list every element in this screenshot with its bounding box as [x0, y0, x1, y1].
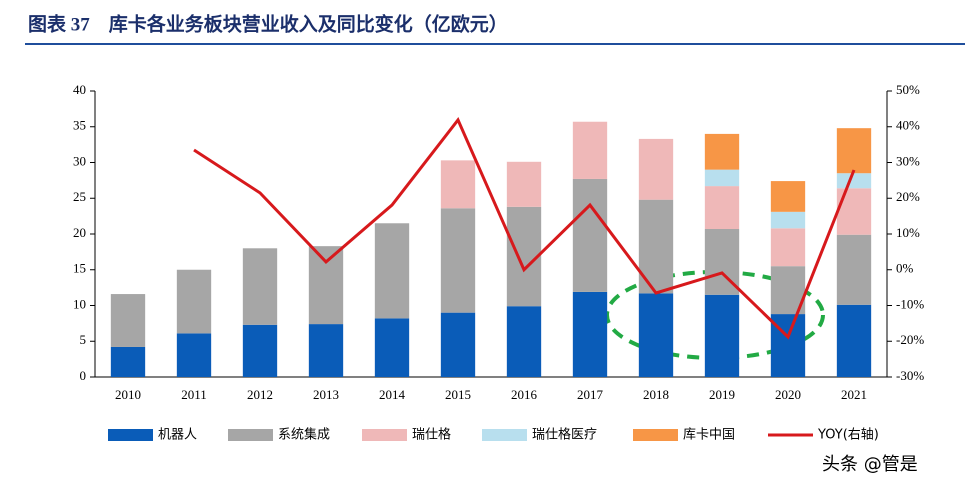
- bar-segment: [770, 211, 806, 229]
- y2-tick-label: 30%: [896, 153, 920, 168]
- bar-segment: [242, 248, 278, 325]
- y2-tick-label: 50%: [896, 82, 920, 97]
- bar-segment: [242, 324, 278, 377]
- bar-segment: [704, 133, 740, 170]
- bar-segment: [770, 181, 806, 212]
- x-tick-label: 2015: [445, 387, 471, 402]
- x-tick-label: 2014: [379, 387, 406, 402]
- x-tick-label: 2017: [577, 387, 604, 402]
- bar-segment: [704, 294, 740, 377]
- bar-segment: [374, 223, 410, 319]
- bar-segment: [110, 346, 146, 377]
- bar-segment: [308, 246, 344, 325]
- bar-segment: [638, 138, 674, 200]
- chart-title: 图表 37 库卡各业务板块营业收入及同比变化（亿欧元）: [28, 12, 508, 35]
- bar-segment: [836, 173, 872, 189]
- y2-tick-label: 0%: [896, 261, 914, 276]
- legend-label: 库卡中国: [683, 427, 735, 443]
- bar-segment: [704, 169, 740, 187]
- y-tick-label: 20: [73, 225, 86, 240]
- y-tick-label: 25: [73, 189, 86, 204]
- y-tick-label: 40: [73, 82, 86, 97]
- bar-segment: [572, 121, 608, 179]
- legend-label: 机器人: [158, 428, 197, 443]
- y2-tick-label: -30%: [896, 368, 924, 383]
- bar-segment: [176, 333, 212, 377]
- bar-segment: [374, 318, 410, 377]
- legend-swatch: [482, 429, 527, 441]
- x-tick-label: 2016: [511, 387, 538, 402]
- x-tick-label: 2018: [643, 387, 669, 402]
- bar-segment: [638, 293, 674, 377]
- legend-swatch: [362, 429, 407, 441]
- bar-segment: [836, 234, 872, 305]
- legend-label: 瑞仕格: [412, 427, 451, 443]
- x-tick-label: 2012: [247, 387, 273, 402]
- x-tick-label: 2020: [775, 387, 801, 402]
- bar-segment: [440, 312, 476, 377]
- watermark: 头条 @管是: [822, 454, 918, 475]
- bar-segment: [308, 324, 344, 377]
- legend-swatch: [108, 429, 153, 441]
- y2-tick-label: -20%: [896, 332, 924, 347]
- bar-segment: [110, 294, 146, 347]
- y2-tick-label: -10%: [896, 296, 924, 311]
- bar-segment: [836, 188, 872, 235]
- y2-tick-label: 40%: [896, 118, 920, 133]
- y-tick-label: 15: [73, 261, 86, 276]
- y-tick-label: 0: [80, 368, 87, 383]
- bar-segment: [836, 128, 872, 174]
- bar-segment: [506, 161, 542, 207]
- y2-tick-label: 20%: [896, 189, 920, 204]
- bar-segment: [572, 178, 608, 292]
- bar-segment: [770, 228, 806, 267]
- bar-segment: [704, 186, 740, 229]
- y-tick-label: 30: [73, 153, 86, 168]
- y-tick-label: 10: [73, 296, 86, 311]
- y-tick-label: 35: [73, 118, 86, 133]
- x-tick-label: 2019: [709, 387, 735, 402]
- legend-swatch: [633, 429, 678, 441]
- legend-label: 系统集成: [278, 427, 330, 443]
- legend-swatch: [228, 429, 273, 441]
- x-tick-label: 2021: [841, 387, 867, 402]
- bar-segment: [176, 269, 212, 334]
- legend-label: 瑞仕格医疗: [532, 427, 597, 443]
- y-tick-label: 5: [80, 332, 87, 347]
- bar-segment: [440, 160, 476, 209]
- x-tick-label: 2010: [115, 387, 141, 402]
- bar-segment: [572, 291, 608, 377]
- x-tick-label: 2013: [313, 387, 339, 402]
- bar-segment: [440, 208, 476, 313]
- yoy-line: [193, 117, 856, 340]
- x-tick-label: 2011: [181, 387, 207, 402]
- legend-label: YOY(右轴): [817, 428, 879, 443]
- bar-segment: [836, 304, 872, 377]
- y2-tick-label: 10%: [896, 225, 920, 240]
- bar-segment: [506, 306, 542, 377]
